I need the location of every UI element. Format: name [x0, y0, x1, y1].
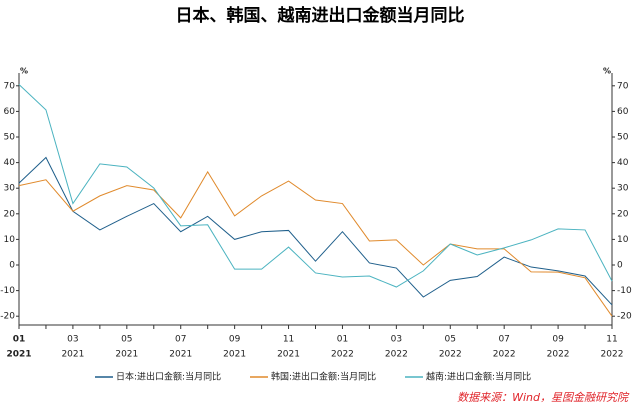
- y2-tick-label: 40: [617, 158, 629, 168]
- x-tick-label: 09: [552, 335, 564, 345]
- y2-tick-label: 0: [617, 261, 623, 271]
- series-line: [18, 156, 613, 306]
- series-line: [18, 84, 613, 288]
- legend-label: 越南:进出口金额:当月同比: [426, 371, 531, 383]
- y2-tick-label: -10: [617, 286, 632, 296]
- x-tick-label: 2022: [547, 350, 570, 360]
- x-tick-label: 01: [13, 335, 26, 345]
- x-tick-label: 07: [498, 335, 509, 345]
- x-tick-label: 05: [445, 335, 456, 345]
- x-tick-label: 01: [337, 335, 348, 345]
- x-tick-label: 07: [175, 335, 186, 345]
- y2-tick-label: 10: [617, 235, 629, 245]
- chart-title: 日本、韩国、越南进出口金额当月同比: [176, 5, 465, 26]
- x-tick-label: 2021: [223, 350, 246, 360]
- x-tick-label: 03: [67, 335, 78, 345]
- y-tick-label: 50: [4, 133, 16, 143]
- x-tick-label: 2022: [439, 350, 462, 360]
- y2-tick-label: 20: [617, 209, 629, 219]
- unit-right: %: [603, 67, 611, 76]
- source: 数据来源：Wind，星图金融研究院: [457, 391, 630, 404]
- x-tick-label: 03: [391, 335, 402, 345]
- x-tick-label: 05: [121, 335, 132, 345]
- y-tick-label: 30: [4, 184, 16, 194]
- x-tick-label: 2021: [6, 350, 31, 360]
- y-tick-label: 40: [4, 158, 16, 168]
- x-tick-label: 2022: [601, 350, 624, 360]
- x-tick-label: 11: [606, 335, 617, 345]
- legend-label: 韩国:进出口金额:当月同比: [271, 371, 376, 383]
- x-tick-label: 2021: [277, 350, 300, 360]
- y2-tick-label: 60: [617, 107, 629, 117]
- x-tick-label: 11: [283, 335, 294, 345]
- x-tick-label: 2021: [115, 350, 138, 360]
- y2-tick-label: 30: [617, 184, 629, 194]
- series-line: [18, 170, 613, 317]
- y-tick-label: 70: [4, 81, 16, 91]
- y2-tick-label: -20: [617, 312, 632, 322]
- y-tick-label: -10: [0, 286, 15, 296]
- x-tick-label: 2021: [169, 350, 192, 360]
- y-tick-label: 0: [9, 261, 15, 271]
- legend-label: 日本:进出口金额:当月同比: [116, 371, 221, 383]
- y2-tick-label: 50: [617, 133, 629, 143]
- x-tick-label: 2022: [385, 350, 408, 360]
- unit-left: %: [20, 67, 28, 76]
- y-tick-label: 10: [4, 235, 16, 245]
- x-tick-label: 09: [229, 335, 241, 345]
- y-tick-label: -20: [0, 312, 15, 322]
- x-tick-label: 2022: [331, 350, 354, 360]
- y2-tick-label: 70: [617, 81, 629, 91]
- y-tick-label: 20: [4, 209, 16, 219]
- x-tick-label: 2021: [61, 350, 84, 360]
- y-tick-label: 60: [4, 107, 16, 117]
- x-tick-label: 2022: [493, 350, 516, 360]
